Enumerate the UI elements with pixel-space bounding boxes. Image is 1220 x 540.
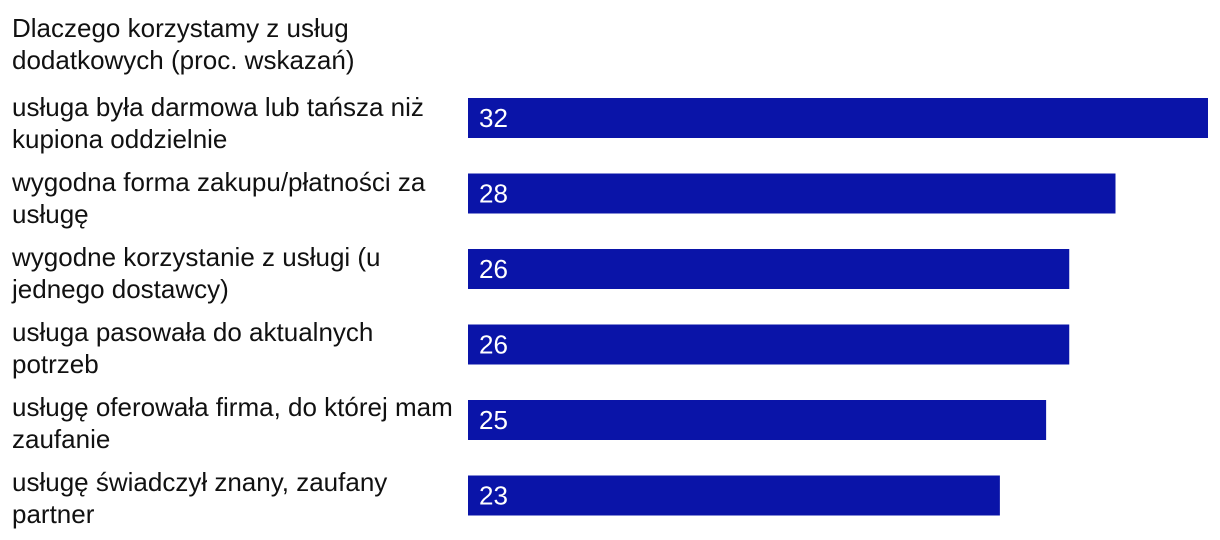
category-label-2: wygodna forma zakupu/płatności za usługę <box>12 167 426 229</box>
category-label-5: usługę oferowała firma, do której mam za… <box>12 392 453 454</box>
bar-6 <box>468 475 1000 516</box>
bar-5 <box>468 400 1047 440</box>
bar-value-label-3: 26 <box>479 254 508 284</box>
category-label-3: wygodne korzystanie z usługi (u jednego … <box>12 242 381 304</box>
bar-value-label-2: 28 <box>479 179 508 209</box>
bar-value-label-6: 23 <box>479 481 508 511</box>
bar-1 <box>468 98 1208 138</box>
bar-value-label-1: 32 <box>479 103 508 133</box>
category-label-6: usługę świadczył znany, zaufany partner <box>12 467 388 529</box>
bar-4 <box>468 324 1070 365</box>
bar-2 <box>468 173 1116 214</box>
bar-value-label-4: 26 <box>479 330 508 360</box>
category-label-1: usługa była darmowa lub tańsza niż kupio… <box>12 92 424 154</box>
bar-value-label-5: 25 <box>479 405 508 435</box>
bar-3 <box>468 249 1070 289</box>
category-label-4: usługa pasowała do aktualnych potrzeb <box>12 317 374 379</box>
chart-title: Dlaczego korzystamy z usług dodatkowych … <box>12 13 355 75</box>
